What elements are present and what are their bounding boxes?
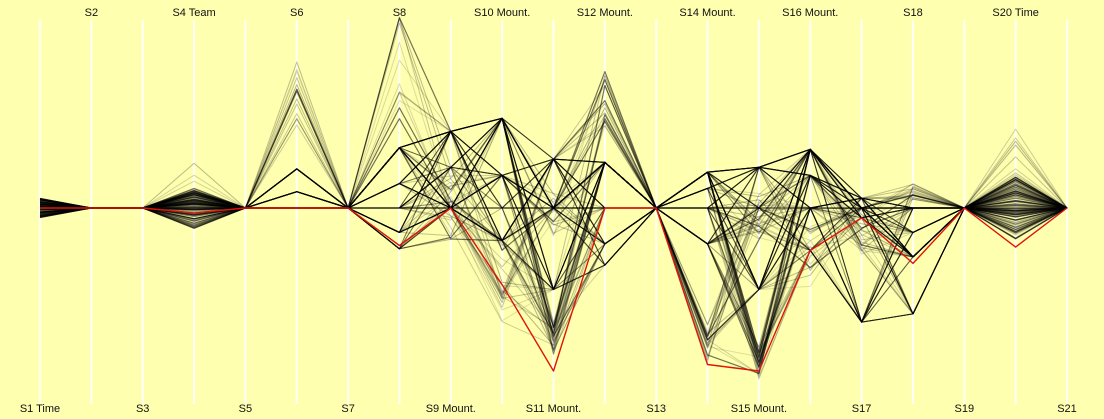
data-polyline <box>39 90 1068 269</box>
axis-label-s7: S7 <box>341 403 354 415</box>
data-polyline <box>39 161 1068 350</box>
data-polyline <box>39 117 1068 368</box>
axis-label-s16-mount: S16 Mount. <box>782 7 838 19</box>
data-polyline <box>39 148 1068 349</box>
axis-label-s8: S8 <box>393 7 406 19</box>
data-polyline <box>39 88 1068 359</box>
data-polyline <box>39 114 1068 325</box>
data-polyline <box>39 117 1068 329</box>
data-polyline <box>39 166 1068 346</box>
axis-label-s14-mount: S14 Mount. <box>679 7 735 19</box>
data-polyline <box>39 148 1068 241</box>
data-polyline <box>39 130 1068 367</box>
axis-label-s5: S5 <box>239 403 252 415</box>
axis-label-s6: S6 <box>290 7 303 19</box>
data-polyline <box>39 117 1068 346</box>
data-polyline <box>39 117 1068 290</box>
axis-labels-layer: S1 Time S2 S3 S4 Team S5 S6 S7 S8 S9 Mount. S10 M… <box>20 7 1077 415</box>
data-polyline <box>39 148 1068 362</box>
highlight-layer <box>40 207 1068 372</box>
data-polyline <box>39 166 1068 354</box>
axis-label-s15-mount: S15 Mount. <box>731 403 787 415</box>
axis-label-s19: S19 <box>955 403 975 415</box>
data-polyline <box>39 117 1068 356</box>
axis-label-s1-time: S1 Time <box>20 403 60 415</box>
data-polyline <box>39 130 1068 242</box>
data-polyline <box>39 161 1068 361</box>
data-polyline <box>39 17 1068 351</box>
data-polyline <box>39 92 1068 378</box>
axis-label-s2: S2 <box>85 7 98 19</box>
data-polyline <box>39 117 1068 315</box>
data-polyline <box>39 113 1068 329</box>
axis-label-s21: S21 <box>1057 403 1077 415</box>
data-polyline <box>39 130 1068 336</box>
data-polyline <box>39 59 1068 237</box>
data-polyline <box>39 117 1068 290</box>
data-polyline <box>39 130 1068 355</box>
axis-label-s18: S18 <box>903 7 923 19</box>
data-polyline <box>39 84 1068 342</box>
data-polyline <box>39 83 1068 290</box>
data-polyline <box>39 148 1068 356</box>
axis-label-s20-time: S20 Time <box>992 7 1038 19</box>
axis-label-s13: S13 <box>646 403 666 415</box>
data-polyline <box>39 117 1068 324</box>
data-polyline <box>39 100 1068 324</box>
data-polyline <box>39 147 1068 245</box>
data-polyline <box>39 91 1068 333</box>
data-polyline <box>39 148 1068 290</box>
axis-label-s4-team: S4 Team <box>172 7 215 19</box>
axis-label-s9-mount: S9 Mount. <box>426 403 476 415</box>
axis-label-s3: S3 <box>136 403 149 415</box>
polylines-layer <box>39 16 1068 380</box>
data-polyline <box>39 117 1068 233</box>
axis-label-s10-mount: S10 Mount. <box>474 7 530 19</box>
data-polyline <box>39 166 1068 290</box>
highlighted-polyline <box>40 207 1068 372</box>
data-polyline <box>39 117 1068 334</box>
data-polyline <box>39 130 1068 326</box>
data-polyline <box>39 130 1068 369</box>
data-polyline <box>39 98 1068 266</box>
axis-label-s12-mount: S12 Mount. <box>577 7 633 19</box>
axis-label-s17: S17 <box>852 403 872 415</box>
data-polyline <box>39 147 1068 355</box>
axis-label-s11-mount: S11 Mount. <box>526 403 581 415</box>
data-polyline <box>39 117 1068 351</box>
data-polyline <box>39 117 1068 290</box>
